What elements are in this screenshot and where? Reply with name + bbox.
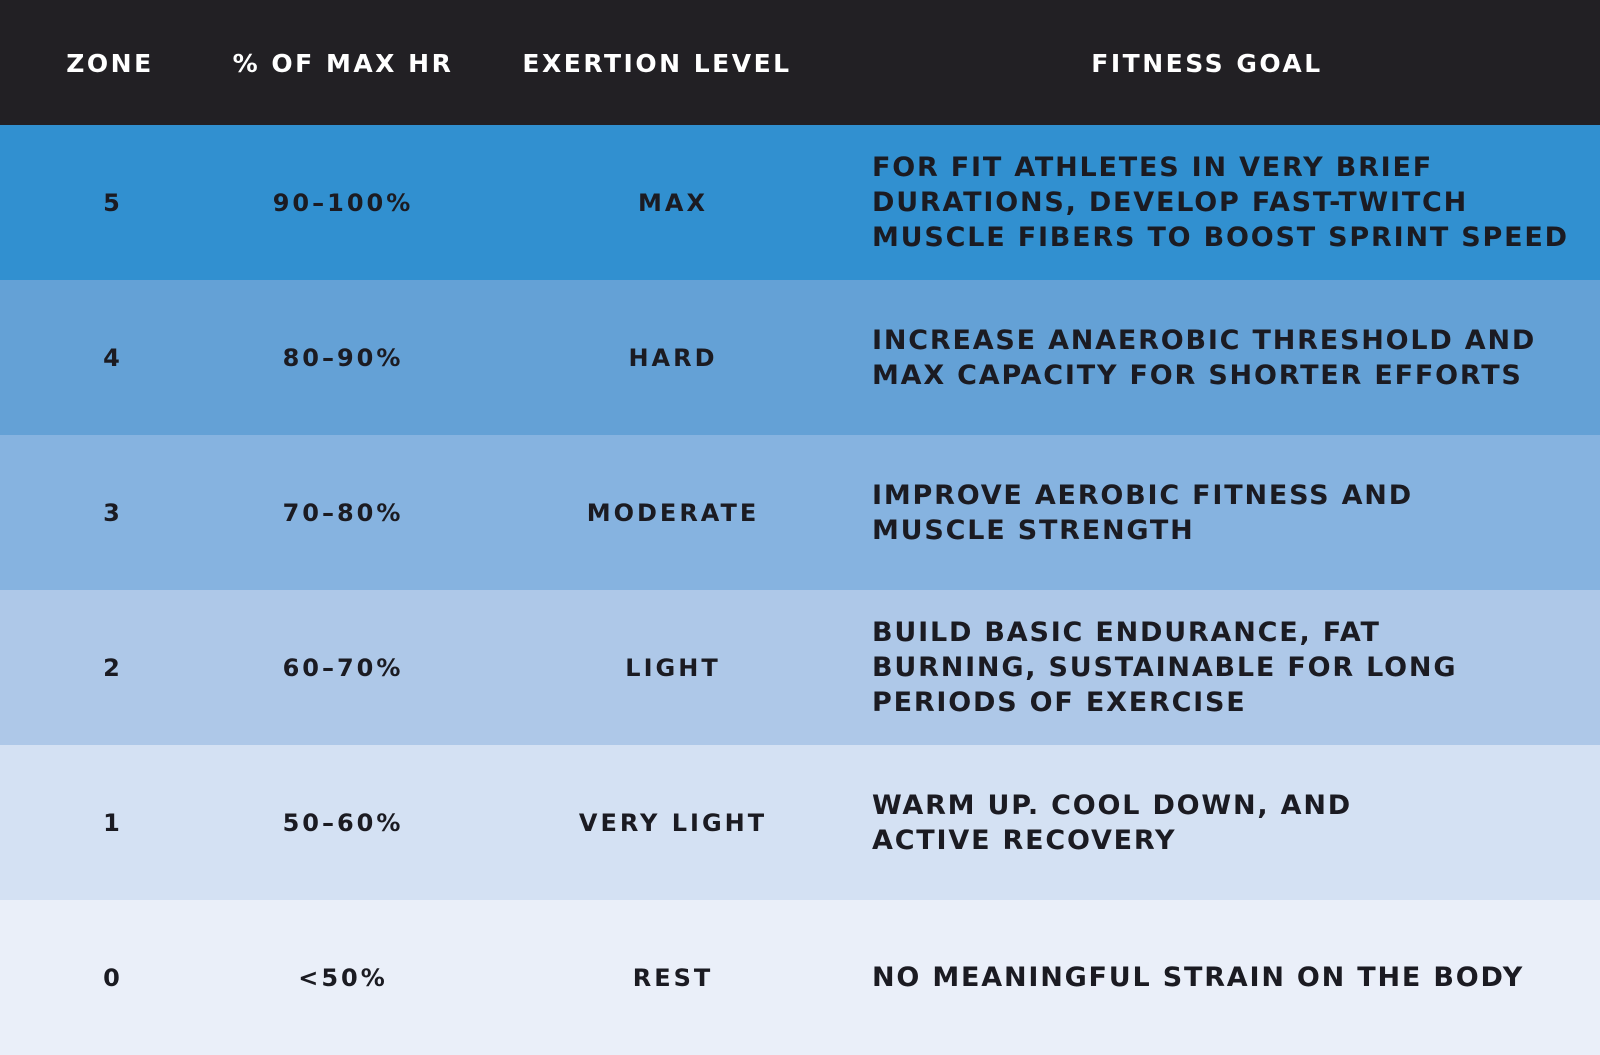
table-row: 0 <50% REST NO MEANINGFUL STRAIN ON THE BOD… xyxy=(0,900,1600,1055)
table-row: 5 90–100% MAX FOR FIT ATHLETES IN VERY BRIE… xyxy=(0,125,1600,280)
zone-cell: 2 xyxy=(103,653,123,682)
pct-max-hr-cell: 80–90% xyxy=(282,343,404,372)
zone-cell: 4 xyxy=(103,343,123,372)
fitness-goal-cell: BUILD BASIC ENDURANCE, FAT BURNING, SUST… xyxy=(872,590,1592,745)
header-pct-max-hr: % OF MAX HR xyxy=(232,49,454,78)
fitness-goal-cell: INCREASE ANAEROBIC THRESHOLD AND MAX CAP… xyxy=(872,280,1592,435)
fitness-goal-cell: NO MEANINGFUL STRAIN ON THE BODY xyxy=(872,900,1592,1055)
fitness-goal-text: BUILD BASIC ENDURANCE, FAT BURNING, SUST… xyxy=(872,617,1458,718)
exertion-level-cell: LIGHT xyxy=(625,653,721,682)
fitness-goal-cell: IMPROVE AEROBIC FITNESS AND MUSCLE STREN… xyxy=(872,435,1592,590)
zone-cell: 3 xyxy=(103,498,123,527)
pct-max-hr-cell: <50% xyxy=(298,963,388,992)
exertion-level-cell: VERY LIGHT xyxy=(578,808,768,837)
exertion-level-cell: MAX xyxy=(638,188,708,217)
fitness-goal-cell: FOR FIT ATHLETES IN VERY BRIEF DURATIONS… xyxy=(872,125,1592,280)
pct-max-hr-cell: 50–60% xyxy=(282,808,404,837)
pct-max-hr-cell: 70–80% xyxy=(282,498,404,527)
table-header: ZONE % OF MAX HR EXERTION LEVEL FITNESS … xyxy=(0,0,1600,125)
table-row: 2 60–70% LIGHT BUILD BASIC ENDURANCE, FAT B… xyxy=(0,590,1600,745)
fitness-goal-text: FOR FIT ATHLETES IN VERY BRIEF DURATIONS… xyxy=(872,152,1569,253)
fitness-goal-text: IMPROVE AEROBIC FITNESS AND MUSCLE STREN… xyxy=(872,479,1413,546)
zone-cell: 1 xyxy=(103,808,123,837)
table-body: 5 90–100% MAX FOR FIT ATHLETES IN VERY BRIE… xyxy=(0,125,1600,1055)
header-zone: ZONE xyxy=(66,49,154,78)
pct-max-hr-cell: 90–100% xyxy=(272,188,414,217)
fitness-goal-text: NO MEANINGFUL STRAIN ON THE BODY xyxy=(872,962,1525,993)
header-exertion-level: EXERTION LEVEL xyxy=(522,49,792,78)
zone-cell: 5 xyxy=(103,188,123,217)
table-row: 1 50–60% VERY LIGHT WARM UP. COOL DOWN, AND… xyxy=(0,745,1600,900)
header-fitness-goal: FITNESS GOAL xyxy=(1091,49,1323,78)
table-row: 3 70–80% MODERATE IMPROVE AEROBIC FITNESS A… xyxy=(0,435,1600,590)
table-row: 4 80–90% HARD INCREASE ANAEROBIC THRESHOLD … xyxy=(0,280,1600,435)
fitness-goal-text: WARM UP. COOL DOWN, AND ACTIVE RECOVERY xyxy=(872,789,1352,856)
pct-max-hr-cell: 60–70% xyxy=(282,653,404,682)
exertion-level-cell: MODERATE xyxy=(586,498,760,527)
fitness-goal-text: INCREASE ANAEROBIC THRESHOLD AND MAX CAP… xyxy=(872,324,1537,391)
exertion-level-cell: HARD xyxy=(628,343,718,372)
exertion-level-cell: REST xyxy=(632,963,714,992)
fitness-goal-cell: WARM UP. COOL DOWN, AND ACTIVE RECOVERY xyxy=(872,745,1592,900)
zone-cell: 0 xyxy=(103,963,123,992)
